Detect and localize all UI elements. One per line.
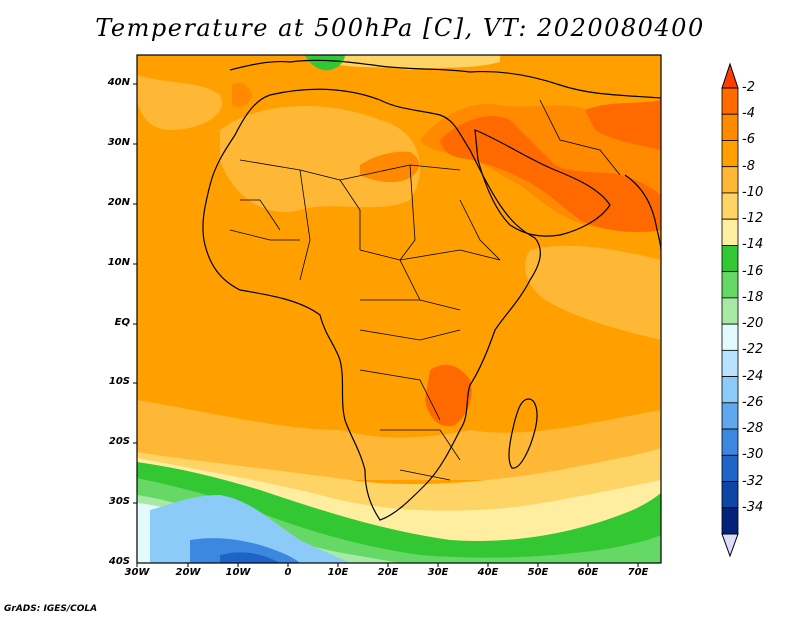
colorbar-cell [721, 507, 739, 535]
colorbar-label: -14 [742, 237, 764, 253]
colorbar-cell [721, 376, 739, 404]
colorbar-cell [721, 297, 739, 325]
colorbar-label: -30 [742, 447, 764, 463]
lon-label-30w: 30W [124, 567, 150, 578]
lat-label-10n: 10N [107, 257, 130, 268]
arabia-outline [474, 129, 611, 237]
temp-contour-minus8-sahara [220, 106, 420, 212]
credit-label: GrADS: IGES/COLA [4, 604, 98, 614]
lon-label-0: 0 [284, 567, 292, 578]
lat-label-20n: 20N [107, 197, 130, 208]
map-frame [136, 54, 662, 564]
colorbar-cell [721, 87, 739, 115]
colorbar-cell [721, 349, 739, 377]
temp-contour-minus28-band [190, 538, 300, 563]
temp-contour-minus2-iran [585, 100, 661, 150]
colorbar-cell [721, 140, 739, 168]
colorbar-label: -2 [742, 80, 755, 95]
colorbar-cell [721, 428, 739, 456]
lat-label-20s: 20S [108, 436, 130, 447]
colorbar-cell [721, 323, 739, 351]
colorbar-cell [721, 192, 739, 220]
colorbar-cell [721, 271, 739, 299]
lon-label-40e: 40E [477, 567, 499, 578]
lon-label-20e: 20E [377, 567, 399, 578]
colorbar-label: -4 [742, 106, 755, 122]
axis-ticks [133, 83, 639, 567]
lat-label-eq: EQ [114, 317, 130, 328]
colorbar-label: -16 [742, 263, 764, 279]
lon-label-30e: 30E [427, 567, 449, 578]
india-outline [624, 174, 661, 251]
colorbar [721, 62, 739, 558]
lon-label-10w: 10W [225, 567, 251, 578]
colorbar-label: -22 [742, 342, 764, 358]
lon-label-60e: 60E [577, 567, 599, 578]
colorbar-label: -20 [742, 316, 764, 332]
colorbar-label: -34 [742, 499, 764, 515]
colorbar-label: -24 [742, 368, 764, 384]
lon-label-10e: 10E [327, 567, 349, 578]
europe-outline [229, 59, 661, 99]
lat-label-40n: 40N [107, 77, 130, 88]
colorbar-label: -6 [742, 132, 755, 148]
colorbar-cell [721, 218, 739, 246]
lat-label-40s: 40S [108, 556, 130, 567]
africa-coastline [202, 88, 542, 521]
colorbar-label: -26 [742, 394, 764, 410]
lon-label-50e: 50E [527, 567, 549, 578]
colorbar-label: -12 [742, 211, 764, 227]
colorbar-top-arrow [721, 62, 739, 89]
lon-label-20w: 20W [175, 567, 201, 578]
temp-contour-minus2-east-africa [425, 364, 472, 427]
temp-contour-minus8-west [137, 75, 222, 130]
colorbar-label: -18 [742, 289, 764, 305]
temp-contour-minus2-iberia [232, 83, 252, 107]
colorbar-bottom-arrow [721, 533, 739, 558]
temp-contour-minus8-east [525, 245, 661, 340]
colorbar-cell [721, 245, 739, 273]
lat-label-30n: 30N [107, 137, 130, 148]
colorbar-label: -10 [742, 184, 764, 200]
temperature-field [137, 55, 661, 563]
lat-label-10s: 10S [108, 376, 130, 387]
colorbar-cell [721, 481, 739, 509]
colorbar-cell [721, 454, 739, 482]
lat-label-30s: 30S [108, 496, 130, 507]
madagascar-outline [508, 398, 538, 469]
temp-contour-minus8-south [137, 400, 661, 480]
colorbar-label: -28 [742, 421, 764, 437]
colorbar-cell [721, 402, 739, 430]
country-borders [229, 99, 621, 481]
colorbar-cell [721, 166, 739, 194]
temp-contour-minus2-nile [360, 151, 420, 183]
map-title: Temperature at 500hPa [C], VT: 202008040… [95, 14, 705, 42]
temp-contour-minus30-band [220, 552, 280, 563]
colorbar-label: -8 [742, 158, 755, 174]
colorbar-label: -32 [742, 473, 764, 489]
temp-contour-minus2-arabia [440, 116, 661, 232]
temp-contour-minus14-europe [305, 55, 345, 71]
lon-label-70e: 70E [627, 567, 649, 578]
temp-contour-minus10-med [330, 55, 500, 70]
colorbar-cell [721, 113, 739, 141]
